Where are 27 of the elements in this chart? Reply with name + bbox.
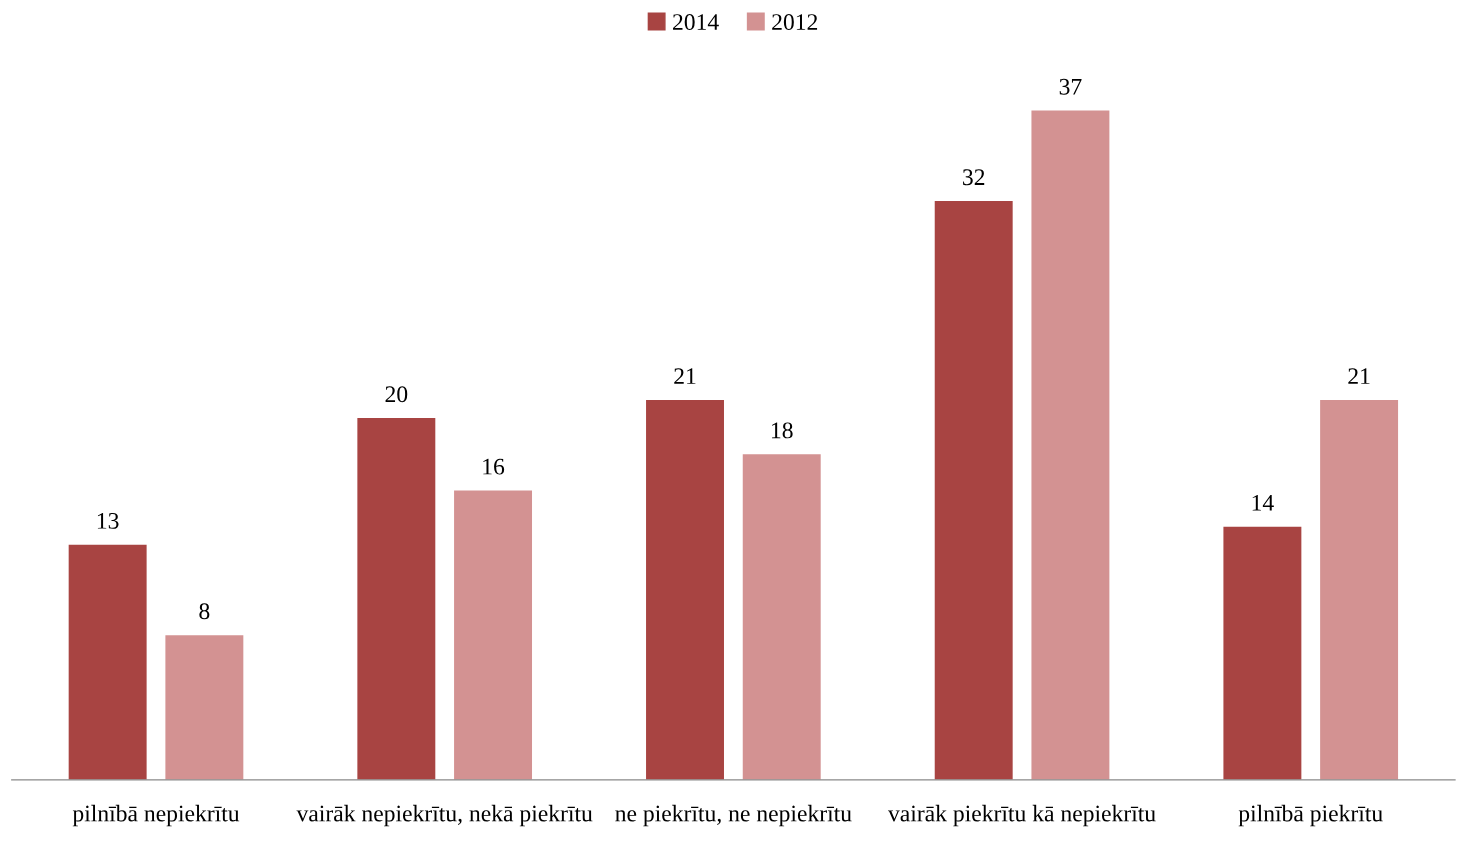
x-tick-label: pilnībā piekrītu: [1238, 804, 1383, 827]
x-tick-label: vairāk nepiekrītu, nekā piekrītu: [296, 804, 593, 827]
legend-label: 2012: [772, 14, 818, 30]
bar: [454, 490, 533, 780]
x-tick-label: ne piekrītu, ne nepiekrītu: [615, 804, 852, 827]
bar: [357, 418, 436, 780]
data-label: 14: [1252, 494, 1274, 511]
bar: [1223, 526, 1302, 780]
bar: [1031, 110, 1110, 780]
data-label: 21: [1348, 368, 1370, 384]
data-label: 37: [1059, 78, 1082, 95]
data-label: 13: [97, 512, 119, 529]
x-tick-label: vairāk piekrītu kā nepiekrītu: [887, 804, 1156, 827]
data-label: 32: [963, 169, 985, 186]
data-label: 18: [772, 422, 793, 439]
legend-label: 2014: [673, 14, 719, 30]
bar: [68, 544, 147, 780]
data-label: 8: [199, 603, 210, 620]
bar: [165, 635, 244, 780]
bar: [742, 454, 821, 780]
bar: [646, 400, 724, 780]
data-label: 21: [674, 368, 696, 384]
x-tick-label: pilnībā nepiekrītu: [72, 804, 240, 827]
bar: [1320, 400, 1399, 780]
data-label: 20: [385, 386, 408, 403]
bar: [934, 201, 1013, 780]
data-label: 16: [483, 458, 505, 475]
